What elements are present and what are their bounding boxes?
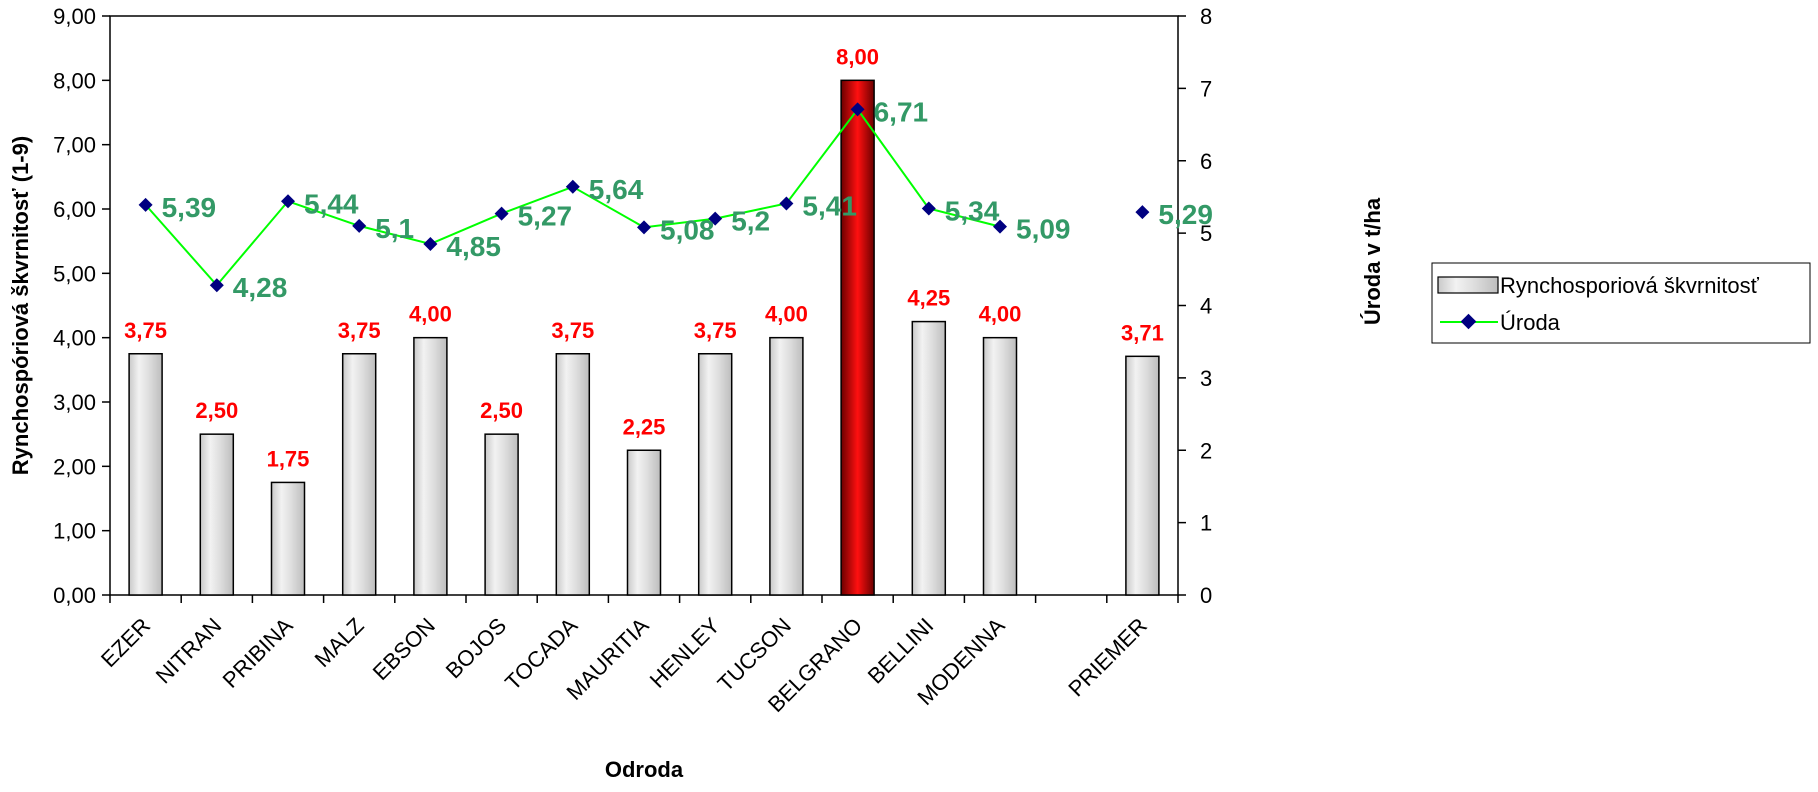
y2-tick-label: 0: [1200, 583, 1212, 608]
x-tick-label: EBSON: [368, 613, 440, 685]
line-point-marker: [352, 218, 367, 233]
legend-line-marker: [1460, 313, 1477, 330]
line-value-label: 5,41: [802, 190, 857, 221]
line-point-marker: [209, 278, 224, 293]
line-value-label: 5,1: [375, 213, 414, 244]
bar-value-label: 2,50: [480, 398, 523, 423]
line-point-marker: [423, 236, 438, 251]
data-labels: 3,75 2,50 1,75 3,75 4,00 2,50 3,75 2,25 3,75 4,00…: [124, 44, 1213, 471]
bar: [484, 433, 519, 596]
y-tick-label: 0,00: [53, 583, 96, 608]
line-value-label: 5,29: [1158, 199, 1213, 230]
y2-tick-label: 1: [1200, 511, 1212, 536]
bar-value-label: 3,75: [124, 318, 167, 343]
bar: [413, 336, 448, 596]
y-tick-label: 4,00: [53, 326, 96, 351]
line-point-marker: [138, 197, 153, 212]
bar-value-label: 3,75: [338, 318, 381, 343]
y2-tick-label: 2: [1200, 438, 1212, 463]
bar-value-label: 4,00: [765, 302, 808, 327]
line-point-marker: [850, 102, 865, 117]
y-tick-label: 3,00: [53, 390, 96, 415]
bar: [1125, 355, 1160, 596]
line-point-marker: [708, 211, 723, 226]
bar-series: [128, 79, 1160, 596]
line-value-label: 5,39: [162, 192, 217, 223]
x-tick-label: EZER: [96, 613, 155, 672]
y2-tick-label: 3: [1200, 366, 1212, 391]
bar-value-label: 3,75: [694, 318, 737, 343]
line-point-marker: [921, 201, 936, 216]
line-value-label: 5,2: [731, 206, 770, 237]
bar: [128, 353, 163, 596]
y2-tick-label: 7: [1200, 76, 1212, 101]
line-value-label: 5,09: [1016, 214, 1071, 245]
legend-line-label: Úroda: [1500, 310, 1561, 335]
line-point-marker: [494, 206, 509, 221]
line-point-marker: [565, 179, 580, 194]
bar-value-label: 4,00: [409, 302, 452, 327]
line-series: [138, 102, 1150, 293]
x-tick-label: BOJOS: [441, 613, 511, 683]
bar: [911, 320, 947, 596]
bar-value-label: 4,25: [907, 286, 950, 311]
bar-value-label: 3,71: [1121, 320, 1164, 345]
y2-tick-label: 6: [1200, 149, 1212, 174]
line-value-label: 5,34: [945, 196, 1000, 227]
x-axis-title: Odroda: [605, 757, 684, 782]
bar: [555, 353, 591, 596]
line-value-label: 5,44: [304, 188, 359, 219]
y-tick-label: 5,00: [53, 261, 96, 286]
x-tick-label: PRIBINA: [218, 613, 298, 693]
line-point-marker: [993, 219, 1007, 234]
x-tick-label: PRIEMER: [1063, 613, 1152, 702]
bar: [697, 353, 733, 596]
x-tick-label: HENLEY: [645, 613, 725, 693]
line-point-marker: [637, 220, 651, 235]
line-value-label: 4,85: [446, 231, 501, 262]
legend: Rynchosporiová škvrnitosť Úroda: [1431, 262, 1811, 344]
bar: [982, 336, 1018, 596]
x-tick-label: NITRAN: [151, 613, 227, 689]
bar: [840, 79, 875, 596]
bar-value-label: 4,00: [979, 302, 1022, 327]
bar: [626, 449, 662, 596]
bar: [270, 481, 306, 596]
bar-value-label: 1,75: [267, 446, 310, 471]
y2-tick-label: 4: [1200, 294, 1212, 319]
bar-value-label: 3,75: [551, 318, 594, 343]
bar: [341, 353, 377, 596]
line-point-marker: [281, 194, 295, 209]
bar: [199, 433, 235, 596]
line-value-label: 4,28: [233, 272, 287, 303]
y-tick-label: 6,00: [53, 197, 96, 222]
bar-value-label: 8,00: [836, 44, 879, 69]
y2-tick-label: 5: [1200, 221, 1212, 246]
axes: 0,00 1,00 2,00 3,00 4,00 5,00 6,00 7,00 8,00 9,00…: [53, 4, 1212, 717]
legend-bar-swatch: [1437, 276, 1499, 294]
line-point-marker: [779, 196, 794, 211]
bar-value-label: 2,50: [195, 398, 238, 423]
line-value-label: 5,27: [518, 201, 573, 232]
y-tick-label: 9,00: [53, 4, 96, 29]
y2-tick-label: 8: [1200, 4, 1212, 29]
line-point-marker: [1135, 205, 1150, 220]
bar: [769, 336, 804, 596]
line-value-label: 5,64: [589, 174, 644, 205]
legend-bar-label: Rynchosporiová škvrnitosť: [1500, 273, 1760, 298]
legend-box: [1431, 262, 1811, 344]
line-value-label: 5,08: [660, 214, 715, 245]
bar-value-label: 2,25: [623, 414, 666, 439]
line-value-label: 6,71: [874, 96, 929, 127]
y-axis-title: Rynchospóriová škvrnitosť (1-9): [8, 136, 33, 475]
y2-axis-title: Úroda v t/ha: [1360, 197, 1385, 325]
y-tick-label: 7,00: [53, 133, 96, 158]
x-tick-label: MALZ: [310, 613, 369, 672]
y-tick-label: 1,00: [53, 519, 96, 544]
y-tick-label: 2,00: [53, 454, 96, 479]
y-tick-label: 8,00: [53, 68, 96, 93]
